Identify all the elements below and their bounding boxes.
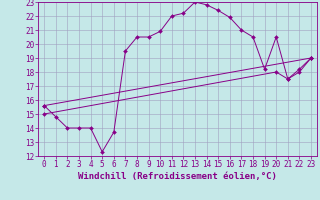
X-axis label: Windchill (Refroidissement éolien,°C): Windchill (Refroidissement éolien,°C) (78, 172, 277, 181)
